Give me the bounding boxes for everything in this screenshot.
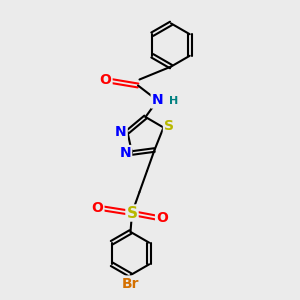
Text: O: O bbox=[156, 211, 168, 225]
Text: O: O bbox=[92, 201, 104, 215]
Text: N: N bbox=[120, 146, 131, 160]
Text: O: O bbox=[100, 74, 112, 87]
Text: Br: Br bbox=[122, 277, 139, 290]
Text: H: H bbox=[169, 95, 178, 106]
Text: S: S bbox=[127, 206, 137, 220]
Text: N: N bbox=[152, 94, 163, 107]
Text: N: N bbox=[115, 125, 127, 139]
Text: S: S bbox=[164, 119, 174, 133]
